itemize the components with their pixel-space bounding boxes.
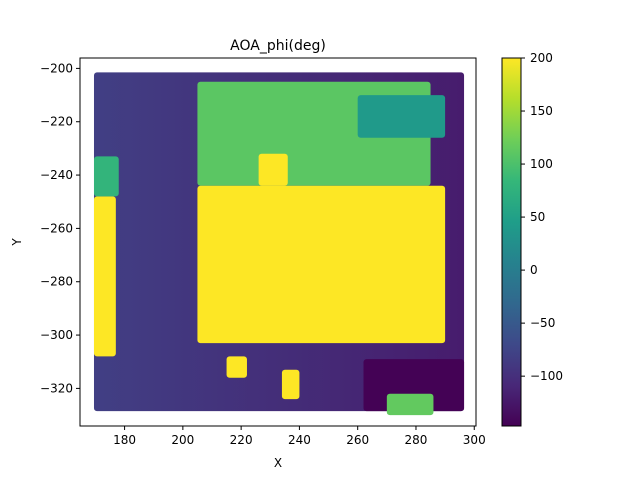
x-axis-label: X	[274, 456, 282, 470]
y-tick-label: −300	[40, 328, 73, 342]
y-tick-label: −260	[40, 221, 73, 235]
colorbar-tick-label: −50	[530, 316, 555, 330]
colorbar: 200 150 100 50 0 −50 −100	[501, 51, 563, 427]
colorbar-tick-label: −100	[530, 369, 563, 383]
heatmap-regions	[93, 72, 465, 416]
x-tick-label: 180	[113, 433, 136, 447]
colorbar-gradient	[502, 58, 521, 426]
x-axis-ticks: 180 200 220 240 260 280 300	[113, 426, 486, 447]
x-tick-label: 200	[171, 433, 194, 447]
colorbar-tick-label: 50	[530, 210, 545, 224]
region-bottom-left-patch	[226, 356, 247, 378]
region-left-top-green	[93, 156, 119, 197]
colorbar-tick-label: 150	[530, 104, 553, 118]
colorbar-tick-label: 100	[530, 157, 553, 171]
x-tick-label: 280	[405, 433, 428, 447]
y-tick-label: −220	[40, 115, 73, 129]
y-axis-ticks: −200 −220 −240 −260 −280 −300 −320	[40, 61, 80, 395]
region-upper-right-teal	[357, 95, 446, 138]
region-bottom-middle-block	[281, 369, 300, 400]
y-axis-label: Y	[10, 238, 24, 247]
colorbar-ticks: 200 150 100 50 0 −50 −100	[521, 51, 563, 383]
region-left-strip	[93, 196, 116, 357]
y-tick-label: −200	[40, 61, 73, 75]
x-tick-label: 240	[288, 433, 311, 447]
plot-area: 180 200 220 240 260 280 300 −200−220−240−260−2…	[40, 57, 486, 447]
plot-frame	[79, 57, 477, 427]
region-center-block	[197, 185, 446, 344]
x-tick-label: 260	[346, 433, 369, 447]
y-tick-label: −280	[40, 275, 73, 289]
colorbar-tick-label: 0	[530, 263, 538, 277]
chart-title: AOA_phi(deg)	[230, 38, 326, 54]
colorbar-tick-label: 200	[530, 51, 553, 65]
region-center-top-step	[258, 153, 288, 186]
region-bottom-green-patch	[386, 393, 434, 416]
x-tick-label: 220	[230, 433, 253, 447]
y-tick-label: −240	[40, 168, 73, 182]
colorbar-frame	[501, 57, 522, 427]
y-tick-label: −320	[40, 381, 73, 395]
x-tick-label: 300	[463, 433, 486, 447]
